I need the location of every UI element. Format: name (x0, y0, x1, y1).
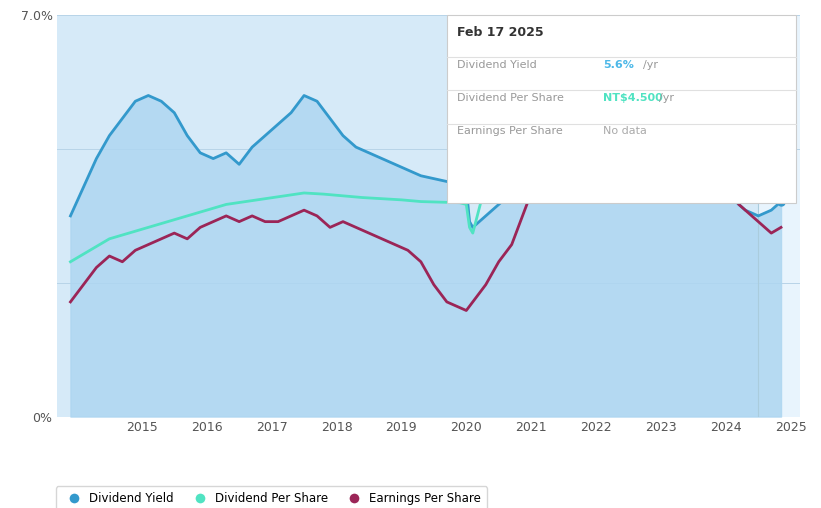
Text: /yr: /yr (643, 60, 658, 70)
Text: Dividend Yield: Dividend Yield (457, 60, 537, 70)
Text: No data: No data (603, 126, 647, 136)
Bar (759, 15, 800, 417)
Text: Earnings Per Share: Earnings Per Share (457, 126, 563, 136)
Text: Past: Past (762, 33, 787, 45)
Text: NT$4.500: NT$4.500 (603, 93, 663, 103)
Text: 5.6%: 5.6% (603, 60, 635, 70)
Legend: Dividend Yield, Dividend Per Share, Earnings Per Share: Dividend Yield, Dividend Per Share, Earn… (56, 486, 487, 508)
Text: /yr: /yr (659, 93, 674, 103)
Text: Dividend Per Share: Dividend Per Share (457, 93, 564, 103)
Text: Feb 17 2025: Feb 17 2025 (457, 26, 544, 40)
